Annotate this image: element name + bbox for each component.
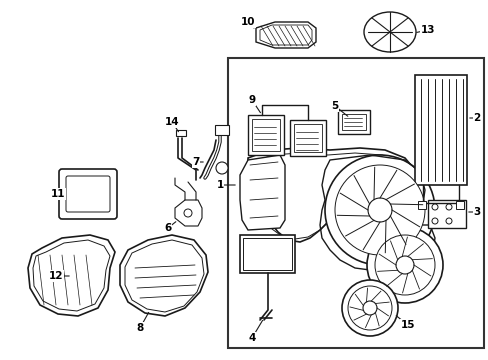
- Bar: [341, 114, 365, 130]
- Ellipse shape: [363, 12, 415, 52]
- Text: 14: 14: [164, 117, 179, 127]
- Bar: [417, 201, 425, 209]
- Bar: [176, 130, 185, 136]
- Circle shape: [445, 204, 451, 210]
- Bar: [247, 115, 284, 155]
- FancyBboxPatch shape: [66, 176, 110, 212]
- Bar: [455, 201, 463, 209]
- Circle shape: [366, 227, 442, 303]
- Text: 2: 2: [472, 113, 480, 123]
- Circle shape: [445, 218, 451, 224]
- Polygon shape: [260, 25, 311, 45]
- Text: 11: 11: [51, 189, 65, 199]
- Polygon shape: [247, 148, 417, 242]
- Polygon shape: [125, 240, 203, 312]
- Bar: [243, 238, 291, 270]
- Bar: [414, 75, 466, 185]
- Circle shape: [431, 218, 437, 224]
- Text: 12: 12: [49, 271, 63, 281]
- Circle shape: [347, 286, 391, 330]
- Polygon shape: [120, 235, 207, 316]
- Circle shape: [431, 204, 437, 210]
- Circle shape: [367, 198, 391, 222]
- Polygon shape: [256, 22, 315, 48]
- Text: 4: 4: [248, 333, 255, 343]
- Bar: [427, 200, 465, 228]
- Text: 8: 8: [136, 323, 143, 333]
- Circle shape: [341, 280, 397, 336]
- Polygon shape: [33, 240, 110, 311]
- Polygon shape: [175, 200, 202, 226]
- Bar: [240, 235, 294, 273]
- Text: 13: 13: [420, 25, 434, 35]
- Bar: [337, 110, 369, 134]
- Text: 1: 1: [216, 180, 223, 190]
- Text: 7: 7: [192, 157, 199, 167]
- Bar: [293, 124, 321, 152]
- Bar: [215, 125, 228, 135]
- Circle shape: [374, 235, 434, 295]
- Bar: [251, 119, 280, 151]
- Circle shape: [334, 165, 424, 255]
- Circle shape: [362, 301, 376, 315]
- Text: 10: 10: [240, 17, 255, 27]
- Bar: [289, 120, 325, 156]
- Polygon shape: [28, 235, 115, 316]
- Text: 15: 15: [400, 320, 414, 330]
- Text: 3: 3: [472, 207, 480, 217]
- Bar: [227, 58, 483, 348]
- Circle shape: [183, 209, 192, 217]
- Text: 5: 5: [331, 101, 338, 111]
- FancyBboxPatch shape: [59, 169, 117, 219]
- Polygon shape: [240, 155, 285, 230]
- Circle shape: [325, 155, 434, 265]
- Text: 6: 6: [164, 223, 171, 233]
- Text: 9: 9: [248, 95, 255, 105]
- Circle shape: [395, 256, 413, 274]
- Circle shape: [216, 162, 227, 174]
